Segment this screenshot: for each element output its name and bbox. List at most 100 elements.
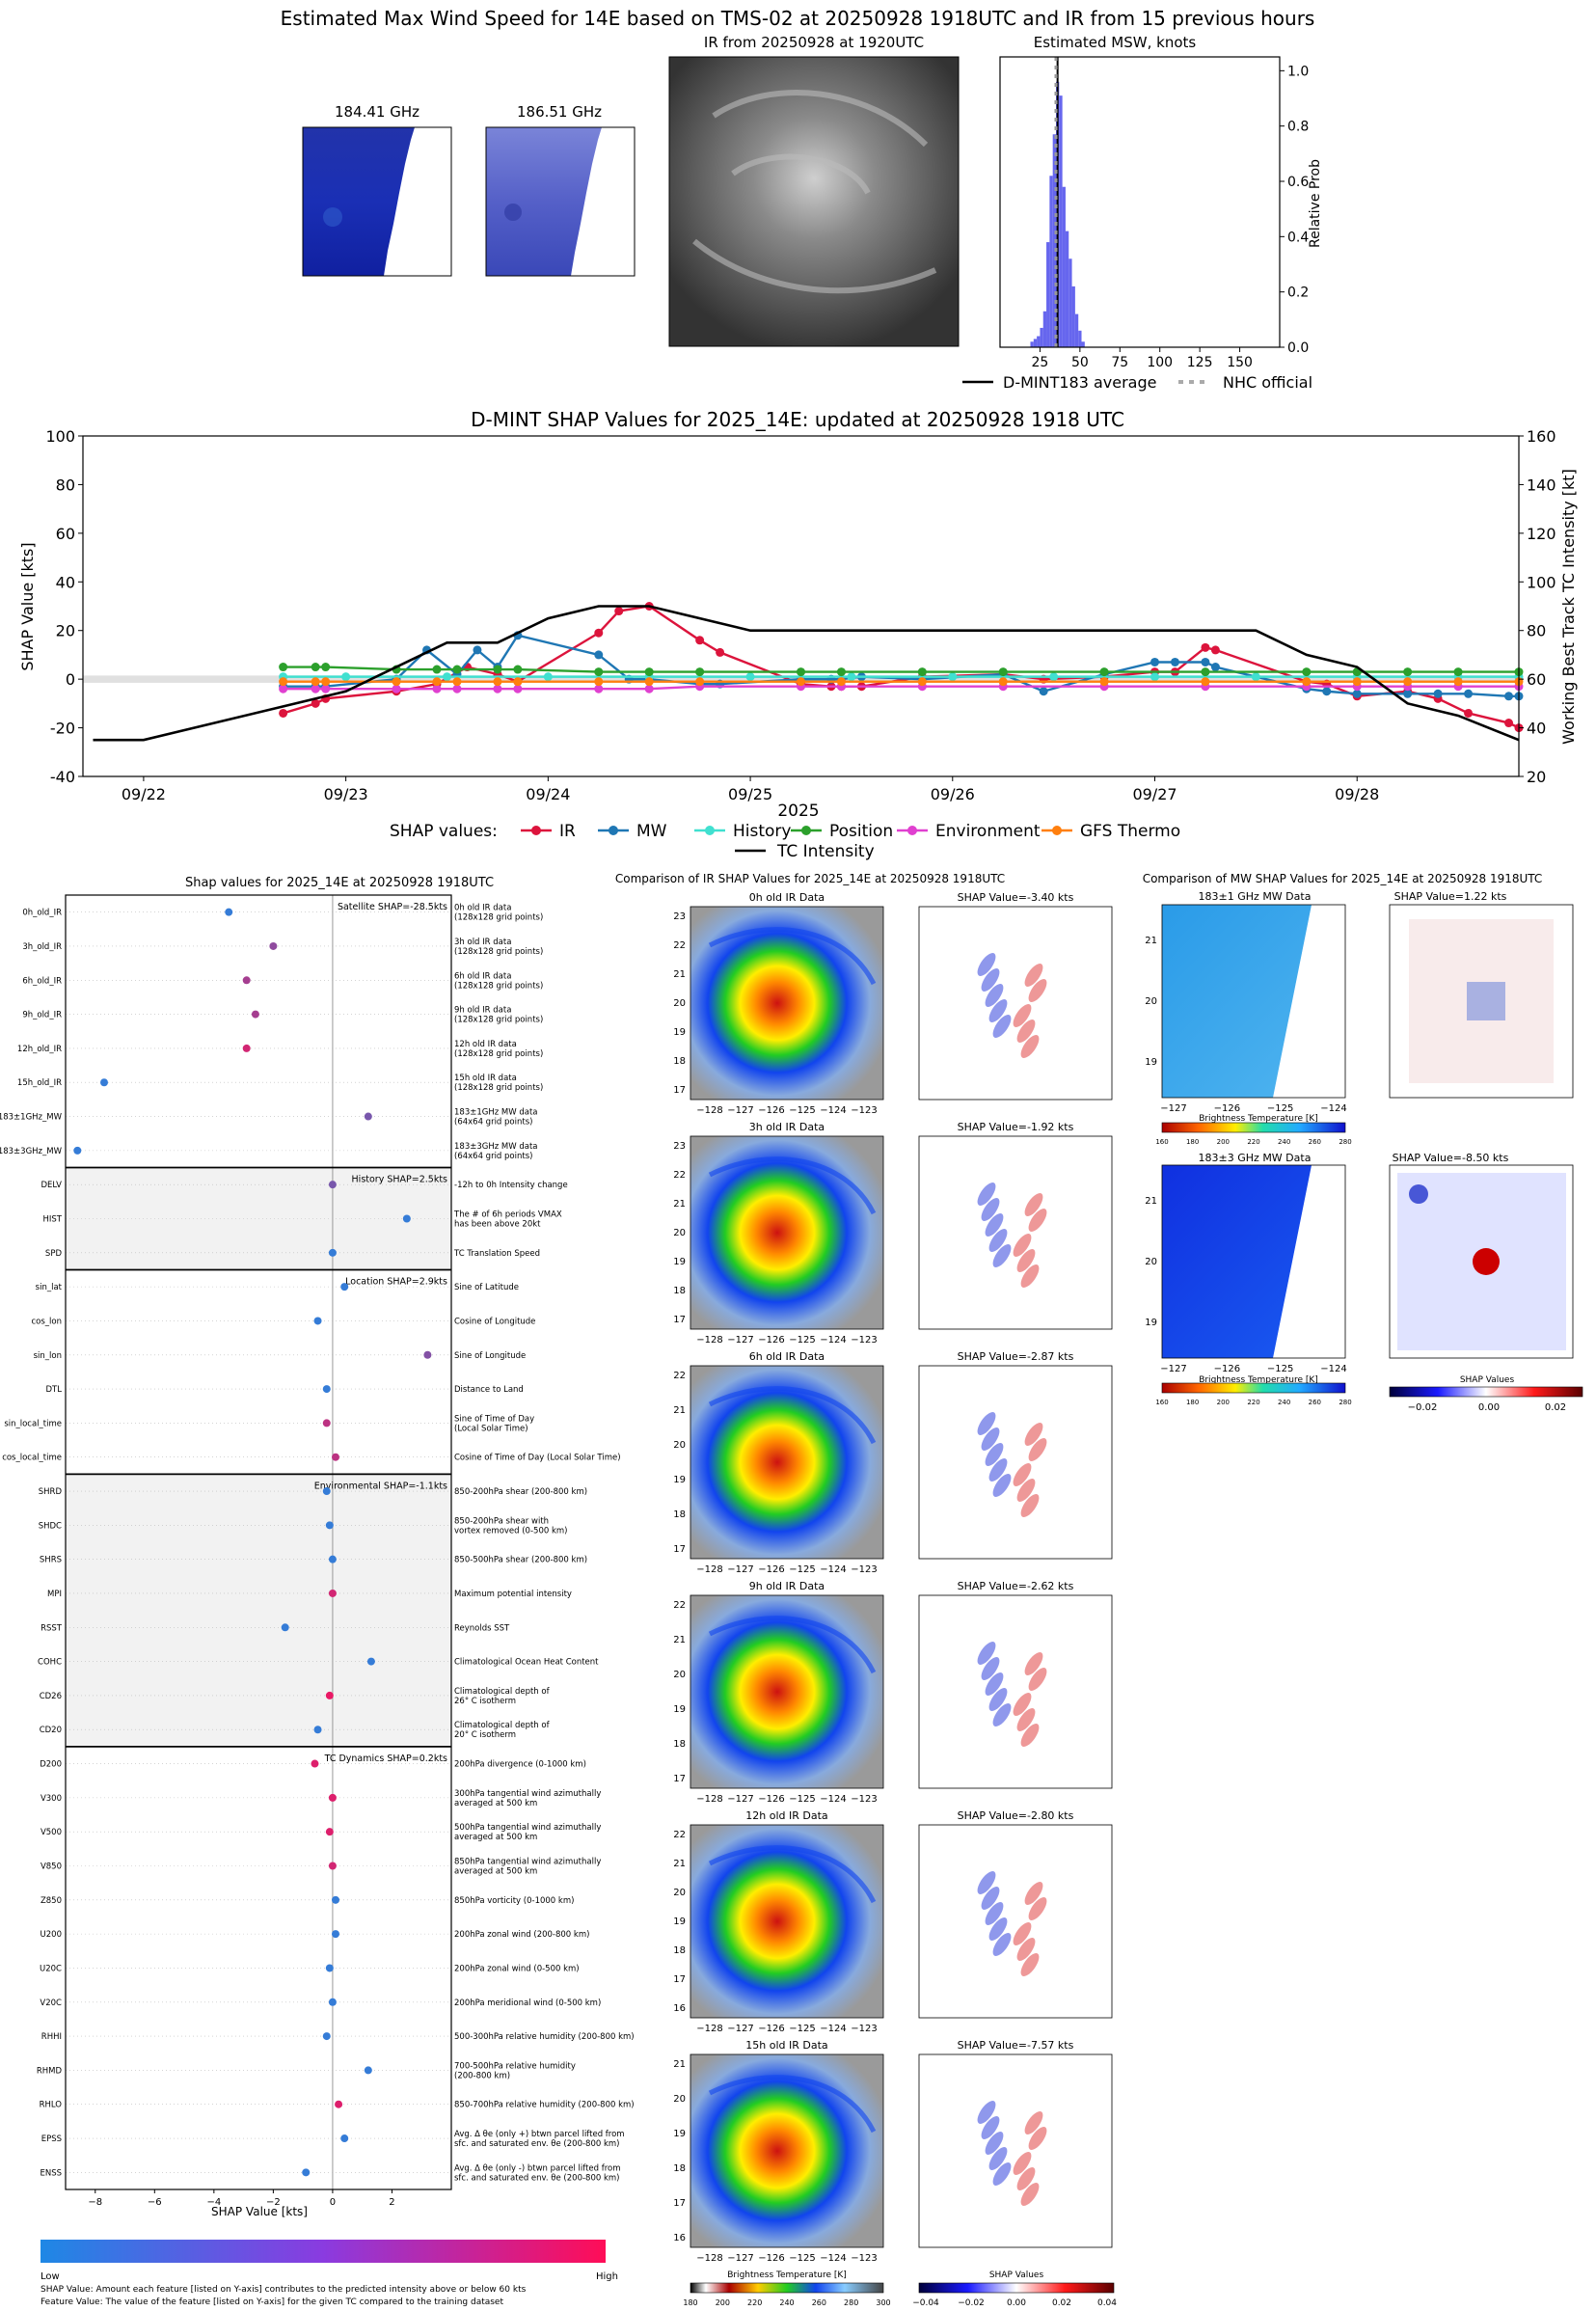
series-point-gfs-thermo bbox=[1099, 677, 1109, 687]
feature-desc: 9h old IR data bbox=[454, 1006, 511, 1016]
series-point-mw bbox=[1464, 689, 1474, 698]
ir-ytick-label: 19 bbox=[673, 1027, 686, 1038]
feature-desc: 850-700hPa relative humidity (200-800 km… bbox=[454, 2101, 635, 2110]
series-point-ir bbox=[311, 698, 320, 708]
hist-frame bbox=[999, 56, 1281, 348]
series-point-mw bbox=[473, 645, 482, 655]
ts-y2tick-label: 20 bbox=[1527, 768, 1546, 786]
mw-swath-edge bbox=[1273, 1165, 1345, 1358]
mw-xtick-label: −124 bbox=[1320, 1103, 1346, 1114]
ir-shap-feature bbox=[1013, 1004, 1032, 1027]
ir-xtick-label: −123 bbox=[851, 2024, 877, 2034]
ir-bt-tick-label: 300 bbox=[876, 2298, 890, 2307]
feature-desc: Sine of Time of Day bbox=[454, 1414, 534, 1424]
ir-ytick-label: 17 bbox=[673, 1974, 686, 1985]
ir-xtick-label: −123 bbox=[851, 1105, 877, 1116]
ir-ytick-label: 17 bbox=[673, 1085, 686, 1096]
series-point-position bbox=[594, 667, 604, 677]
ir-xtick-label: −125 bbox=[789, 1794, 815, 1805]
ir-ytick-label: 20 bbox=[673, 1670, 686, 1680]
mw-bt-tick-label: 240 bbox=[1278, 1138, 1290, 1146]
ir-xtick-label: −127 bbox=[727, 1335, 753, 1346]
feature-name: SPD bbox=[45, 1249, 63, 1259]
mw-xtick-label: −126 bbox=[1214, 1364, 1240, 1374]
ir-shap-title: SHAP Value=-2.87 kts bbox=[958, 1350, 1074, 1363]
feat-xtick-label: −2 bbox=[266, 2197, 281, 2208]
ir-shap-tick-label: −0.04 bbox=[912, 2298, 939, 2308]
feature-point bbox=[423, 1350, 432, 1359]
ir-shap-image bbox=[918, 1594, 1113, 1789]
feat-colorbar: Low High bbox=[41, 2240, 618, 2282]
mw-bt-tick-label: 180 bbox=[1186, 1138, 1199, 1146]
feature-point bbox=[340, 1283, 349, 1291]
hist-bar bbox=[1033, 339, 1038, 347]
series-point-mw bbox=[1504, 692, 1514, 701]
feat-title: Shap values for 2025_14E at 20250928 191… bbox=[185, 876, 494, 890]
feature-point bbox=[325, 1964, 334, 1972]
ir-ytick-label: 18 bbox=[673, 1056, 686, 1067]
mw-shap-tick-label: 0.02 bbox=[1545, 1402, 1566, 1413]
legend-entry: GFS Thermo bbox=[1080, 822, 1180, 841]
ir-data-frame bbox=[690, 906, 884, 1101]
ir-bt-tick-label: 240 bbox=[779, 2298, 794, 2307]
hist-bar bbox=[1069, 258, 1072, 347]
ir-shap-colorbar: SHAP Values bbox=[918, 2270, 1115, 2294]
ir-shap-feature bbox=[981, 2116, 1000, 2139]
series-point-mw bbox=[1210, 663, 1220, 672]
mw-bt-tick-label: 160 bbox=[1155, 1399, 1168, 1406]
series-point-mw bbox=[1150, 657, 1160, 666]
ir-shap-feature bbox=[985, 1672, 1004, 1696]
legend-entry: Environment bbox=[935, 822, 1041, 841]
mw-xtick-label: −124 bbox=[1320, 1364, 1346, 1374]
feature-desc: 500hPa tangential wind azimuthally bbox=[454, 1823, 601, 1833]
ir-shap-feature bbox=[1028, 1668, 1047, 1691]
ir-band bbox=[708, 1845, 877, 1904]
ir-xtick-label: −127 bbox=[727, 1564, 753, 1575]
feature-point bbox=[242, 976, 251, 985]
ir-xtick-label: −123 bbox=[851, 1335, 877, 1346]
feature-desc: averaged at 500 km bbox=[454, 1833, 537, 1842]
ir-xtick-label: −127 bbox=[727, 1105, 753, 1116]
ir-shap-feature bbox=[1020, 1494, 1040, 1517]
ir-bt-colorbar: Brightness Temperature [K] bbox=[690, 2270, 884, 2294]
mw-bt-tick-label: 180 bbox=[1186, 1399, 1199, 1406]
feature-point bbox=[366, 1657, 375, 1666]
ir-shap-cbar-label: SHAP Values bbox=[989, 2270, 1044, 2280]
ir-shap-feature bbox=[992, 2162, 1012, 2186]
feature-name: SHDC bbox=[39, 1521, 62, 1531]
feature-point bbox=[100, 1078, 108, 1087]
series-point-environment bbox=[311, 684, 320, 693]
feature-name: MPI bbox=[47, 1590, 62, 1599]
ir-data-frame bbox=[690, 2053, 884, 2248]
feature-point bbox=[281, 1623, 289, 1632]
ir-shap-title: SHAP Value=-7.57 kts bbox=[958, 2039, 1074, 2052]
ir-shap-image bbox=[918, 1135, 1113, 1330]
feature-name: sin_lat bbox=[36, 1283, 63, 1292]
feature-desc: (64x64 grid points) bbox=[454, 1118, 532, 1128]
group-label: Location SHAP=2.9kts bbox=[345, 1276, 447, 1287]
feat-xlabel: SHAP Value [kts] bbox=[211, 2205, 308, 2218]
feature-point bbox=[332, 1453, 339, 1461]
mw-bt-tick-label: 200 bbox=[1217, 1399, 1230, 1406]
ir-shap-feature bbox=[1013, 1463, 1032, 1486]
feature-point bbox=[251, 1010, 259, 1019]
ir-shap-title: SHAP Value=-3.40 kts bbox=[958, 891, 1074, 904]
mw-data-frame bbox=[1161, 904, 1346, 1099]
feature-desc: Climatological depth of bbox=[454, 1687, 551, 1697]
shap-ts-legend: SHAP values: TC Intensity IR MW History Pos… bbox=[390, 822, 1180, 861]
ir-shap-feature bbox=[1028, 2127, 1047, 2150]
figure-title: Estimated Max Wind Speed for 14E based o… bbox=[281, 7, 1315, 30]
ir-shap-feature bbox=[1016, 2167, 1036, 2190]
ir-data-image bbox=[690, 1136, 883, 1329]
mw-xtick-label: −127 bbox=[1160, 1103, 1186, 1114]
feature-desc: 850-200hPa shear (200-800 km) bbox=[454, 1487, 587, 1497]
ir-shap-feature bbox=[977, 953, 996, 976]
ir-shap-feature bbox=[977, 1642, 996, 1665]
ir-xtick-label: −125 bbox=[789, 1105, 815, 1116]
ir-ytick-label: 21 bbox=[673, 1859, 686, 1869]
feature-point bbox=[325, 1828, 334, 1836]
legend-swatch-marker bbox=[531, 826, 541, 835]
ir-ytick-label: 22 bbox=[673, 1830, 686, 1840]
hist-xtick-label: 125 bbox=[1187, 355, 1213, 370]
feat-xtick-label: 2 bbox=[389, 2197, 394, 2208]
